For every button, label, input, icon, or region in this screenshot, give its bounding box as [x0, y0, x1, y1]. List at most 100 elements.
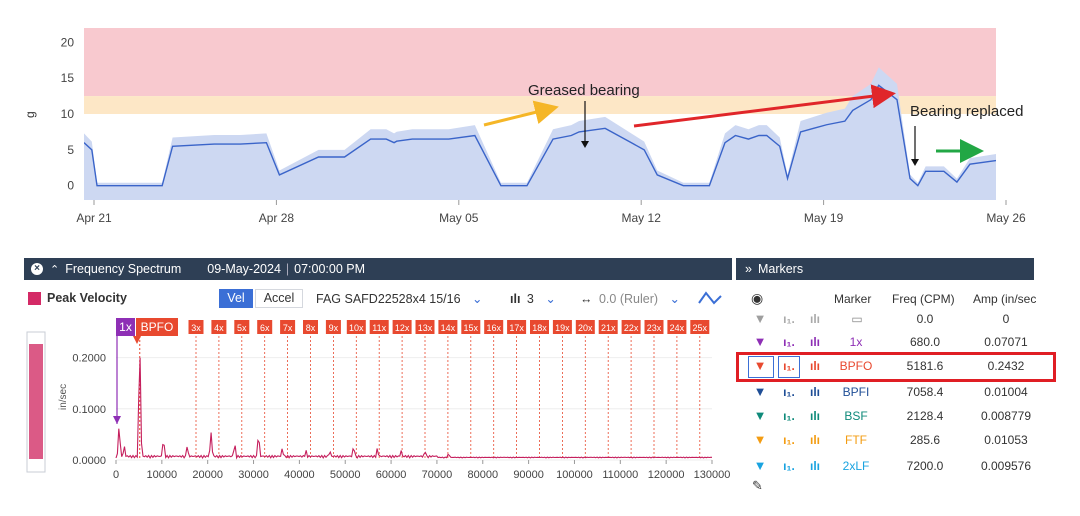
marker-harmonic-icon[interactable]: ılı — [809, 409, 820, 423]
marker-amp: 0.07071 — [984, 335, 1028, 349]
marker-harmonic-icon[interactable]: ılı — [809, 335, 820, 349]
marker-row[interactable]: ▼ ı₁. ılı ▭ 0.0 0 — [736, 308, 1034, 330]
bearing-label: FAG SAFD22528x4 15/16 — [316, 292, 461, 306]
harmonic-label: 17x — [509, 323, 524, 333]
trend-x-tick: Apr 28 — [259, 211, 295, 225]
harmonic-label: 15x — [464, 323, 479, 333]
spectrum-chart[interactable]: 3x 4x 5x 6x 7x 8x 9x 10x 11x 12x 13x 14x 15x 16x 17x 18… — [0, 312, 735, 516]
harmonic-badge — [507, 320, 527, 334]
marker-triangle-icon[interactable]: ▼ — [753, 432, 767, 447]
waveform-icon[interactable] — [698, 290, 722, 306]
marker-bar-icon[interactable]: ı₁. — [783, 359, 795, 373]
marker-harmonic-icon[interactable]: ılı — [809, 459, 820, 473]
spectrum-y-tick: 0.0000 — [72, 455, 106, 467]
marker-triangle-icon[interactable]: ▼ — [753, 458, 767, 473]
marker-bar-icon[interactable]: ı₁. — [783, 433, 795, 447]
trend-y-tick: 15 — [61, 71, 75, 85]
spectrum-x-tick: 50000 — [330, 469, 361, 481]
marker-bar-icon[interactable]: ı₁. — [783, 335, 795, 349]
spectrum-x-tick: 0 — [113, 469, 119, 481]
marker-bar-icon[interactable]: ı₁. — [783, 409, 795, 423]
marker-row[interactable]: ▼ ı₁. ılı BPFO 5181.6 0.2432 — [736, 355, 1034, 377]
marker-harmonic-icon[interactable]: ılı — [809, 385, 820, 399]
marker-harmonic-icon[interactable]: ılı — [809, 312, 820, 326]
vel-button[interactable]: Vel — [219, 289, 253, 308]
harmonic-badge — [598, 320, 618, 334]
spectrum-y-tick: 0.1000 — [72, 404, 106, 416]
marker-freq: 7200.0 — [906, 459, 944, 473]
marker-row[interactable]: ▼ ı₁. ılı FTF 285.6 0.01053 — [736, 429, 1034, 451]
marker-triangle-icon[interactable]: ▼ — [753, 334, 767, 349]
trend-x-tick: Apr 21 — [76, 211, 112, 225]
marker-row[interactable]: ▼ ı₁. ılı BPFI 7058.4 0.01004 — [736, 381, 1034, 403]
marker-freq: 680.0 — [909, 335, 941, 349]
spectrum-x-tick: 40000 — [284, 469, 315, 481]
harmonic-label: 3x — [191, 323, 201, 333]
bpfo-selected-icon-box — [748, 356, 774, 378]
peak-velocity-legend: Peak Velocity — [47, 291, 127, 305]
harmonic-badge — [484, 320, 504, 334]
ruler-select[interactable]: ↔ 0.0 (Ruler) ⌄ — [580, 291, 680, 306]
harmonic-badge — [257, 320, 273, 334]
marker-triangle-icon[interactable]: ▼ — [753, 358, 767, 373]
harmonic-label: 5x — [237, 323, 247, 333]
harmonic-label: 18x — [532, 323, 547, 333]
spectrum-toolbar: Peak Velocity Vel Accel FAG SAFD22528x4 … — [24, 286, 732, 310]
harmonic-badge — [575, 320, 595, 334]
harmonic-badge — [369, 320, 389, 334]
marker-harmonic-icon[interactable]: ılı — [809, 359, 820, 373]
harmonic-label: 4x — [214, 323, 224, 333]
trend-chart[interactable]: 20 15 10 5 0 Apr 21 Apr 28 May 05 May 12 May 19 M… — [0, 0, 1080, 235]
marker-row[interactable]: ▼ ı₁. ılı 1x 680.0 0.07071 — [736, 331, 1034, 353]
harmonic-label: 24x — [670, 323, 685, 333]
spectrum-y-axis-label: in/sec — [58, 384, 69, 410]
col-freq: Freq (CPM) — [892, 292, 955, 306]
ruler-value: 0.0 (Ruler) — [598, 292, 659, 306]
harmonic-badge — [303, 320, 318, 334]
harmonic-label: 19x — [555, 323, 570, 333]
accel-button[interactable]: Accel — [255, 289, 303, 308]
trend-y-tick: 10 — [61, 107, 75, 121]
harmonic-label: 11x — [372, 323, 386, 333]
eye-off-icon[interactable]: ◉ — [751, 290, 764, 306]
marker-bar-icon[interactable]: ı₁. — [783, 459, 795, 473]
col-amp: Amp (in/sec — [973, 292, 1037, 306]
harmonic-badge — [621, 320, 641, 334]
marker-row[interactable]: ▼ ı₁. ılı BSF 2128.4 0.008779 — [736, 405, 1034, 427]
marker-1x-badge[interactable] — [116, 318, 135, 336]
marker-1x-triangle — [113, 416, 121, 424]
marker-triangle-icon[interactable]: ▼ — [753, 384, 767, 399]
marker-amp: 0.01004 — [984, 385, 1028, 399]
chevron-down-icon: ⌄ — [545, 292, 556, 306]
bearing-replaced-label: Bearing replaced — [910, 103, 1023, 120]
marker-harmonic-icon[interactable]: ılı — [809, 433, 820, 447]
amplitude-slider-fill[interactable] — [29, 344, 43, 459]
edit-icon[interactable]: ✎ — [752, 478, 763, 493]
harmonics-select[interactable]: ılı 3 ⌄ — [510, 291, 556, 306]
harmonic-label: 25x — [693, 323, 708, 333]
marker-bpfo-triangle — [133, 336, 141, 344]
marker-bpfo-badge[interactable] — [136, 318, 178, 336]
harmonic-label: 14x — [441, 323, 456, 333]
marker-row[interactable]: ▼ ı₁. ılı 2xLF 7200.0 0.009576 — [736, 455, 1034, 477]
col-marker: Marker — [834, 292, 872, 306]
collapse-icon[interactable]: ⌃ — [50, 263, 60, 276]
marker-triangle-icon[interactable]: ▼ — [753, 408, 767, 423]
marker-name: 2xLF — [842, 459, 870, 473]
expand-icon[interactable]: » — [745, 262, 752, 276]
trend-y-tick: 0 — [67, 179, 74, 193]
marker-bpfo-label: BPFO — [141, 320, 174, 334]
spectrum-x-tick: 130000 — [694, 469, 731, 481]
spectrum-time: 07:00:00 PM — [294, 262, 366, 276]
harmonic-badge — [392, 320, 412, 334]
marker-bar-icon[interactable]: ı₁. — [783, 312, 795, 326]
marker-freq: 2128.4 — [906, 409, 944, 423]
marker-triangle-icon[interactable]: ▼ — [753, 311, 767, 326]
marker-freq: 285.6 — [909, 433, 941, 447]
trend-x-tick: May 05 — [439, 211, 479, 225]
header-separator: | — [285, 262, 290, 276]
marker-bar-icon[interactable]: ı₁. — [783, 385, 795, 399]
bars-icon: ılı — [510, 292, 521, 306]
bearing-select[interactable]: FAG SAFD22528x4 15/16 ⌄ — [316, 291, 483, 306]
close-icon[interactable]: × — [31, 263, 43, 275]
